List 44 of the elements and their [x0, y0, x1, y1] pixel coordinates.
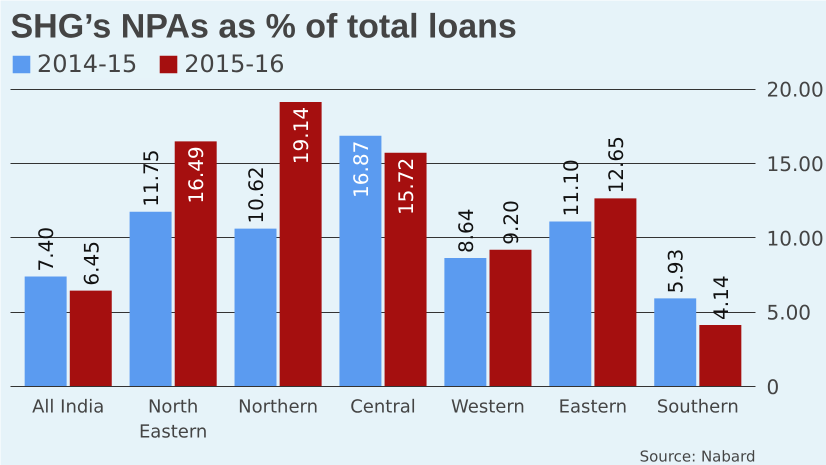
- data-label: 16.49: [184, 146, 208, 204]
- bar: [339, 136, 382, 386]
- bar: [654, 298, 696, 386]
- bar: [70, 290, 112, 386]
- data-label: 9.20: [498, 200, 523, 245]
- y-tick-label: 0: [766, 375, 780, 399]
- x-tick-label: North Eastern: [138, 396, 208, 443]
- source-note: Source: Nabard: [640, 448, 756, 465]
- x-tick-label: Eastern: [558, 396, 628, 418]
- data-label: 11.10: [558, 159, 583, 216]
- data-label: 4.14: [708, 275, 733, 320]
- data-label: 11.75: [139, 150, 164, 207]
- data-label: 7.40: [34, 226, 58, 272]
- x-tick-label: All India: [32, 396, 104, 418]
- legend-label: 2015-16: [184, 50, 285, 78]
- y-tick-label: 15.00: [766, 152, 824, 176]
- bar: [280, 102, 322, 386]
- data-label: 16.87: [348, 140, 373, 198]
- bar: [130, 212, 172, 386]
- data-label: 19.14: [289, 106, 314, 164]
- x-tick-label: Western: [451, 396, 525, 418]
- bar: [549, 221, 592, 386]
- x-tick-label: Northern: [238, 396, 318, 418]
- bar: [594, 198, 636, 386]
- bar: [490, 250, 532, 386]
- bar: [24, 276, 67, 386]
- bar: [384, 152, 427, 386]
- x-tick-label: Southern: [656, 396, 739, 418]
- y-tick-label: 5.00: [766, 300, 812, 325]
- y-tick-label: 10.00: [766, 226, 824, 250]
- data-label: 6.45: [79, 241, 104, 286]
- x-tick-label: Central: [350, 396, 416, 418]
- data-label: 10.62: [244, 166, 268, 224]
- bar: [174, 141, 217, 386]
- bar: [444, 258, 486, 386]
- chart-title: SHG’s NPAs as % of total loans: [10, 8, 517, 46]
- data-label: 8.64: [454, 208, 478, 254]
- bar: [234, 228, 276, 386]
- data-label: 5.93: [664, 248, 688, 294]
- legend-label: 2014-15: [37, 50, 138, 78]
- y-tick-label: 20.00: [766, 78, 824, 102]
- data-label: 15.72: [394, 158, 418, 216]
- bar: [699, 324, 742, 386]
- data-label: 12.65: [604, 136, 628, 194]
